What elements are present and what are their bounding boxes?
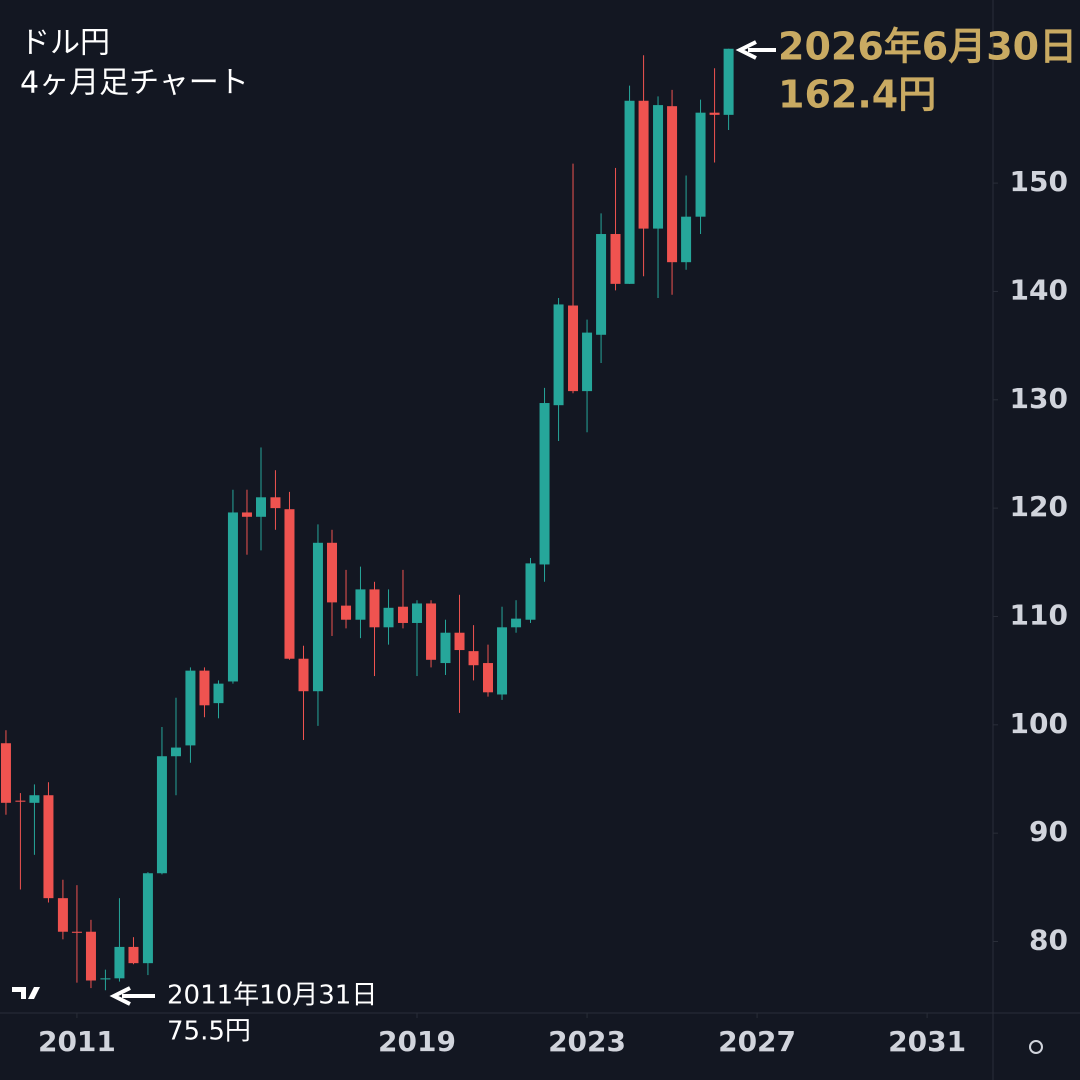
x-tick-label: 2011 [38, 1025, 116, 1058]
candle-body [170, 747, 181, 757]
y-tick-label: 110 [1010, 598, 1068, 631]
candle-body [15, 800, 26, 802]
candle-body [256, 497, 267, 517]
arrow [735, 40, 776, 60]
annotation-price: 75.5円 [167, 1017, 251, 1047]
x-tick-label: 2019 [378, 1025, 456, 1058]
candle-body [723, 48, 734, 115]
candle-body [213, 683, 224, 704]
candle-body [29, 795, 40, 803]
candle-body [667, 106, 678, 263]
candle-body [142, 873, 153, 964]
candles [0, 48, 734, 991]
candle-body [539, 403, 550, 565]
candle-body [681, 216, 692, 263]
candle-body [312, 542, 323, 692]
candle-body [482, 663, 493, 693]
candle-body [241, 512, 252, 517]
x-tick-label: 2027 [718, 1025, 796, 1058]
y-tick-label: 120 [1010, 490, 1068, 523]
candle-body [525, 563, 536, 620]
candle-body [624, 100, 635, 284]
candle-body [497, 627, 508, 695]
candle-body [199, 670, 210, 706]
chart-subtitle: 4ヶ月足チャート [20, 66, 249, 101]
candle-body [426, 603, 437, 660]
candle-body [57, 898, 68, 932]
candle-body [114, 946, 125, 979]
annotation-price: 162.4円 [778, 73, 936, 117]
candle-body [383, 607, 394, 628]
y-tick-label: 80 [1029, 923, 1068, 956]
candle-body [341, 605, 352, 620]
candle-body [85, 931, 96, 981]
candle-body [43, 795, 54, 899]
candle-body [369, 589, 380, 628]
candle-body [0, 743, 11, 803]
y-tick-label: 130 [1010, 382, 1068, 415]
candle-body [100, 978, 111, 980]
candle-body [582, 332, 593, 392]
candle-body [185, 670, 196, 746]
candle-body [270, 497, 281, 509]
candle-body [653, 105, 664, 229]
candle-body [568, 305, 579, 392]
candle-body [553, 304, 564, 406]
candle-body [638, 100, 649, 229]
candle-body [709, 112, 720, 115]
candle-body [511, 618, 522, 628]
y-tick-label: 140 [1010, 273, 1068, 306]
candle-body [454, 632, 465, 651]
x-tick-label: 2023 [548, 1025, 626, 1058]
candle-body [695, 112, 706, 217]
candle-body [610, 234, 621, 284]
candle-body [596, 234, 607, 335]
y-tick-label: 90 [1029, 815, 1068, 848]
candle-body [227, 512, 238, 682]
annotation-date: 2026年6月30日 [778, 25, 1077, 69]
candle-body [397, 606, 408, 623]
arrow [109, 986, 155, 1006]
chart-title: ドル円 [20, 26, 110, 61]
settings-icon[interactable] [1029, 1040, 1043, 1054]
candle-body [284, 509, 295, 659]
annotation-date: 2011年10月31日 [167, 981, 377, 1011]
candle-body [71, 931, 82, 933]
candle-body [440, 632, 451, 664]
candle-body [298, 658, 309, 692]
candle-body [355, 589, 366, 620]
candle-body [412, 603, 423, 623]
logo [12, 987, 40, 999]
y-tick-label: 150 [1010, 165, 1068, 198]
x-tick-label: 2031 [888, 1025, 966, 1058]
y-tick-label: 100 [1010, 707, 1068, 740]
candle-body [128, 946, 139, 964]
candle-body [468, 651, 479, 666]
candle-body [326, 542, 337, 603]
candle-body [156, 756, 167, 874]
